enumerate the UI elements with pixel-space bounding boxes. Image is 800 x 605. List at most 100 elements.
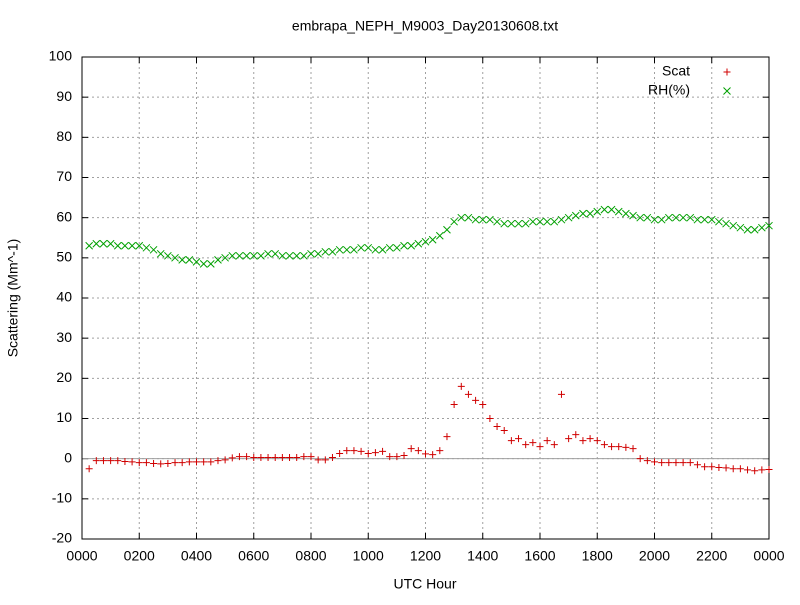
point	[128, 241, 136, 250]
point	[422, 450, 429, 458]
point	[528, 217, 537, 226]
point	[378, 245, 387, 254]
point	[243, 453, 251, 461]
point	[471, 215, 480, 224]
point	[214, 255, 222, 264]
point	[679, 459, 687, 467]
point	[400, 241, 408, 250]
x-tick-label: 0600	[238, 548, 269, 564]
point	[450, 217, 458, 226]
point	[550, 441, 558, 449]
point	[300, 453, 308, 461]
point	[543, 217, 552, 226]
y-tick-label: 70	[56, 168, 72, 184]
point	[92, 239, 101, 248]
point	[522, 441, 530, 449]
point	[92, 457, 100, 465]
point	[579, 437, 587, 445]
point	[600, 205, 609, 214]
point	[486, 415, 494, 422]
point	[379, 447, 387, 455]
point	[206, 260, 215, 268]
point	[99, 239, 108, 248]
y-tick-label: 0	[64, 449, 72, 465]
point	[507, 437, 515, 445]
point	[757, 223, 766, 232]
point	[386, 453, 394, 461]
point	[393, 453, 401, 461]
point	[579, 209, 587, 218]
point	[150, 459, 158, 467]
point	[664, 213, 673, 222]
point	[421, 237, 430, 246]
y-tick-label: 80	[56, 128, 72, 144]
point	[564, 213, 573, 222]
point	[292, 251, 301, 260]
point	[185, 458, 193, 466]
point	[593, 437, 601, 445]
point	[293, 453, 301, 461]
point	[515, 435, 523, 443]
point	[242, 251, 251, 260]
point	[364, 243, 373, 252]
point	[200, 458, 208, 466]
point	[99, 457, 107, 465]
point	[686, 213, 695, 222]
x-tick-label: 0800	[295, 548, 326, 564]
point	[614, 207, 623, 216]
point	[729, 465, 737, 473]
point	[729, 221, 738, 230]
point	[472, 396, 480, 404]
point	[350, 447, 358, 455]
point	[185, 255, 194, 264]
point	[478, 215, 487, 224]
point	[357, 447, 365, 455]
point	[299, 251, 308, 260]
point	[121, 457, 129, 465]
x-tick-label: 0000	[66, 548, 97, 564]
point	[693, 461, 701, 469]
point	[228, 251, 237, 260]
point	[414, 239, 423, 248]
point	[171, 253, 179, 262]
point	[350, 245, 358, 254]
point	[607, 205, 616, 214]
point	[565, 435, 573, 443]
point	[385, 243, 394, 252]
point	[149, 245, 158, 254]
point	[758, 466, 766, 474]
point	[199, 260, 208, 268]
point	[686, 459, 694, 467]
point	[285, 251, 294, 260]
point	[264, 249, 272, 258]
point	[85, 241, 94, 250]
x-tick-label: 2000	[639, 548, 670, 564]
point	[543, 437, 551, 445]
y-tick-label: 20	[56, 369, 72, 385]
point	[650, 215, 659, 224]
point	[107, 457, 115, 465]
y-tick-label: -20	[52, 530, 72, 546]
y-tick-label: 50	[56, 249, 72, 265]
x-tick-label: 0400	[181, 548, 212, 564]
point	[615, 443, 623, 451]
point	[400, 451, 408, 459]
point	[364, 449, 372, 457]
point	[371, 449, 379, 457]
point	[428, 235, 437, 244]
point	[722, 219, 730, 228]
point	[643, 457, 651, 465]
point	[751, 467, 759, 475]
point	[557, 215, 566, 224]
point	[443, 433, 451, 441]
point	[493, 423, 501, 431]
y-axis-label: Scattering (Mm^-1)	[5, 239, 21, 358]
point	[357, 243, 365, 252]
point	[164, 251, 172, 260]
point	[321, 247, 330, 256]
point	[586, 435, 594, 443]
point	[271, 249, 280, 258]
point	[343, 447, 351, 455]
